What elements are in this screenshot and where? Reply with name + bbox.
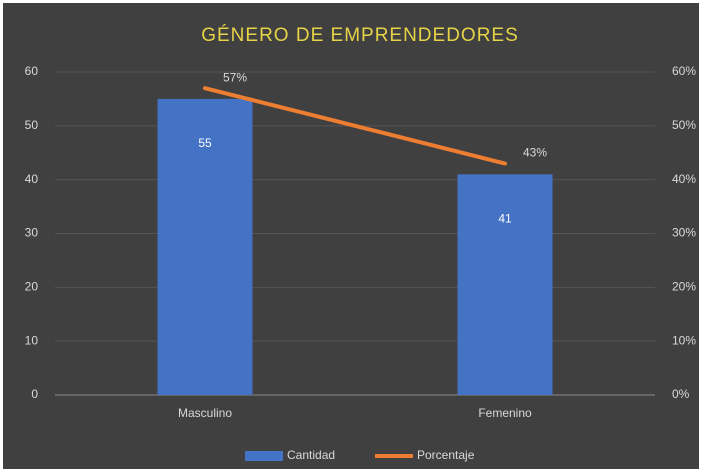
legend-label: Porcentaje (417, 448, 475, 462)
bar (457, 174, 553, 395)
y2-tick-label: 10% (672, 333, 696, 347)
legend-swatch (245, 451, 283, 461)
y-tick-label: 10 (25, 333, 39, 347)
y-tick-label: 0 (31, 387, 38, 401)
y2-tick-label: 20% (672, 280, 696, 294)
x-tick-label: Masculino (178, 406, 232, 420)
y-tick-label: 50 (25, 118, 39, 132)
chart-title: GÉNERO DE EMPRENDEDORES (201, 25, 519, 46)
line-value-label: 43% (523, 146, 547, 160)
y2-tick-label: 60% (672, 64, 696, 78)
line (203, 86, 507, 166)
y2-tick-label: 50% (672, 118, 696, 132)
y2-tick-label: 40% (672, 172, 696, 186)
y-tick-label: 60 (25, 64, 39, 78)
y-tick-label: 20 (25, 280, 39, 294)
bar-value-label: 55 (198, 136, 212, 150)
legend-label: Cantidad (287, 448, 335, 462)
y-tick-label: 30 (25, 226, 39, 240)
y2-tick-label: 30% (672, 226, 696, 240)
line-value-label: 57% (223, 70, 247, 84)
chart-background (3, 3, 699, 469)
y-tick-label: 40 (25, 172, 39, 186)
x-tick-label: Femenino (478, 406, 532, 420)
bar-value-label: 41 (498, 211, 512, 225)
y2-tick-label: 0% (672, 387, 690, 401)
bar (157, 98, 253, 396)
